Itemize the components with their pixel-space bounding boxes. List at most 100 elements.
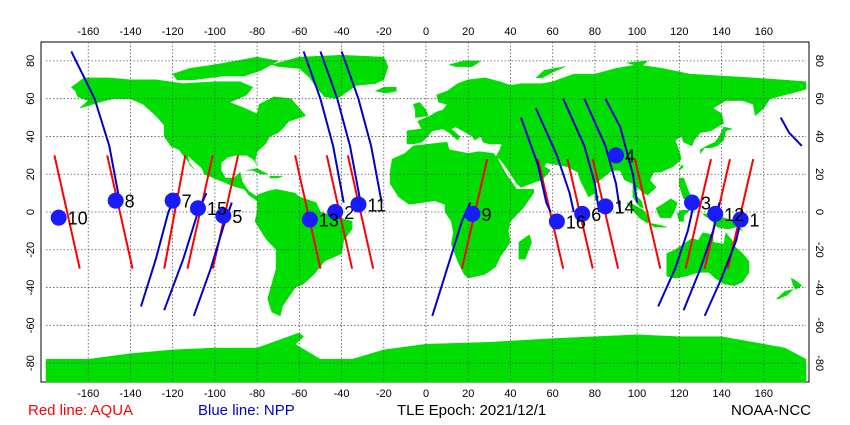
credit-label: NOAA-NCC bbox=[731, 402, 812, 419]
npp-track-line bbox=[657, 202, 696, 307]
land-taiwan bbox=[679, 164, 684, 171]
lon-tick-label: 140 bbox=[712, 388, 730, 400]
satellite-position-marker bbox=[301, 211, 318, 228]
satellite-position-marker bbox=[707, 205, 724, 222]
lon-tick-label: -120 bbox=[162, 388, 184, 400]
marker-label: 15 bbox=[207, 199, 227, 219]
lon-tick-label: 80 bbox=[589, 388, 601, 400]
lon-tick-label: 100 bbox=[628, 26, 646, 38]
lat-tick-label: 0 bbox=[813, 209, 825, 215]
aqua-track-line bbox=[536, 158, 565, 269]
aqua-track-line bbox=[53, 155, 81, 269]
lon-tick-label: 40 bbox=[504, 26, 516, 38]
lat-tick-label: 60 bbox=[25, 93, 37, 105]
lon-tick-label: 60 bbox=[547, 388, 559, 400]
marker-label: 16 bbox=[566, 212, 586, 232]
tle-epoch-label: TLE Epoch: 2021/12/1 bbox=[397, 402, 547, 419]
lon-tick-label: -100 bbox=[204, 26, 226, 38]
satellite-position-marker bbox=[164, 192, 181, 209]
lat-tick-label: 20 bbox=[25, 168, 37, 180]
npp-track-line bbox=[779, 117, 803, 147]
marker-label: 9 bbox=[481, 205, 491, 225]
npp-track-line bbox=[340, 51, 383, 203]
lon-tick-label: -140 bbox=[119, 26, 141, 38]
lon-tick-label: 0 bbox=[423, 26, 429, 38]
lon-tick-label: 20 bbox=[462, 26, 474, 38]
lat-tick-label: 60 bbox=[813, 93, 825, 105]
lon-tick-label: 160 bbox=[755, 388, 773, 400]
satellite-position-marker bbox=[464, 205, 481, 222]
satellite-position-marker bbox=[215, 207, 232, 224]
land-canadian-islands bbox=[172, 56, 279, 81]
satellite-position-marker bbox=[327, 204, 344, 220]
aqua-track-line bbox=[106, 155, 134, 269]
land-borneo bbox=[655, 198, 678, 218]
lat-tick-label: 0 bbox=[25, 209, 37, 215]
satellite-position-marker bbox=[732, 211, 749, 228]
aqua-track-line bbox=[634, 158, 662, 269]
marker-label: 8 bbox=[125, 192, 135, 212]
marker-label: 12 bbox=[724, 205, 744, 225]
land-japan bbox=[700, 126, 734, 155]
lat-tick-label: -20 bbox=[25, 242, 37, 258]
land-hispaniola bbox=[269, 175, 283, 179]
marker-label: 6 bbox=[591, 205, 601, 225]
lat-tick-label: -80 bbox=[813, 355, 825, 371]
lat-tick-label: 20 bbox=[813, 168, 825, 180]
lon-tick-label: -100 bbox=[204, 388, 226, 400]
land-north-america bbox=[70, 77, 307, 201]
land-svalbard bbox=[448, 60, 482, 67]
land-java bbox=[648, 222, 667, 228]
aqua-track-line bbox=[684, 158, 712, 269]
lon-tick-label: -140 bbox=[119, 388, 141, 400]
satellite-position-marker bbox=[608, 147, 624, 164]
marker-label: 2 bbox=[344, 203, 354, 223]
lon-tick-label: -40 bbox=[334, 26, 350, 38]
lon-tick-label: -160 bbox=[77, 26, 99, 38]
lat-tick-label: 80 bbox=[25, 55, 37, 67]
marker-label: 14 bbox=[614, 197, 634, 217]
satellite-position-marker bbox=[684, 194, 700, 211]
lon-tick-label: 120 bbox=[670, 26, 688, 38]
lon-tick-label: -160 bbox=[77, 388, 99, 400]
satellite-position-marker bbox=[190, 200, 206, 217]
graticule bbox=[46, 42, 806, 382]
top-longitude-ticks: -160 -140 -120 -100 -80 -60 -40 -20 0 20 40 60 80 100… bbox=[77, 26, 773, 38]
satellite-position-marker bbox=[574, 205, 591, 222]
land-south-america bbox=[254, 189, 353, 317]
lon-tick-label: 140 bbox=[712, 26, 730, 38]
lon-tick-label: 60 bbox=[547, 26, 559, 38]
npp-track-line bbox=[604, 98, 639, 203]
land-novaya-zemlya bbox=[535, 66, 566, 79]
lon-tick-label: -80 bbox=[249, 26, 265, 38]
legend-aqua: Red line: AQUA bbox=[28, 402, 134, 419]
satellite-position-marker bbox=[548, 213, 565, 230]
lon-tick-label: 20 bbox=[462, 388, 474, 400]
lon-tick-label: 160 bbox=[755, 26, 773, 38]
lon-tick-label: -40 bbox=[334, 388, 350, 400]
satellite-position-marker bbox=[50, 209, 67, 226]
aqua-track-line bbox=[163, 155, 187, 269]
lat-tick-label: -80 bbox=[25, 355, 37, 371]
marker-label: 5 bbox=[232, 207, 242, 227]
legend-npp: Blue line: NPP bbox=[198, 402, 295, 419]
marker-label: 4 bbox=[625, 146, 635, 166]
marker-label: 1 bbox=[750, 211, 760, 231]
npp-track-line bbox=[534, 107, 575, 213]
right-latitude-ticks: 80 60 40 20 0 -20 -40 -60 -80 bbox=[813, 55, 825, 371]
satellite-position-marker bbox=[350, 196, 367, 213]
lon-tick-label: -60 bbox=[291, 26, 307, 38]
lon-tick-label: 100 bbox=[628, 388, 646, 400]
lat-tick-label: 40 bbox=[25, 130, 37, 142]
npp-track-line bbox=[583, 98, 622, 213]
land-iceland bbox=[374, 87, 397, 94]
npp-track-line bbox=[520, 117, 552, 213]
npp-track-line bbox=[562, 98, 601, 213]
lon-tick-label: -20 bbox=[376, 388, 392, 400]
lat-tick-label: -60 bbox=[813, 317, 825, 333]
left-latitude-ticks: 80 60 40 20 0 -20 -40 -60 -80 bbox=[25, 55, 37, 371]
satellite-position-marker bbox=[597, 198, 614, 215]
marker-label: 3 bbox=[701, 194, 711, 214]
